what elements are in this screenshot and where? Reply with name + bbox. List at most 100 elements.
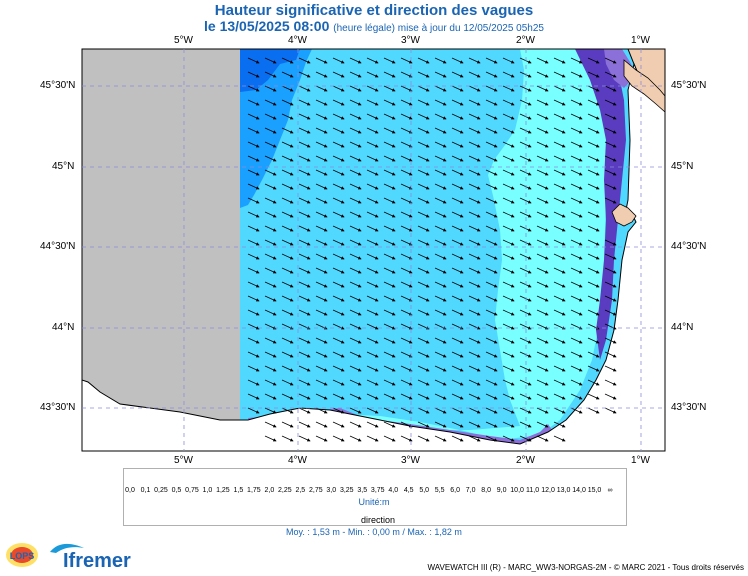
lat-label-right-4430n: 44°30'N [671,241,707,252]
credit-line: WAVEWATCH III (R) - MARC_WW3-NORGAS-2M -… [427,563,744,572]
wave-direction-arrow [485,225,498,232]
wave-direction-arrow [332,309,345,316]
wave-direction-arrow [281,197,294,204]
wave-direction-arrow [502,85,515,92]
wave-direction-arrow [264,407,277,414]
wave-direction-arrow [604,267,617,274]
wave-direction-arrow [434,211,447,218]
wave-direction-arrow [604,309,617,316]
wave-direction-arrow [315,337,328,344]
wave-direction-arrow [553,239,566,246]
wave-direction-arrow [366,421,379,428]
wave-direction-arrow [400,267,413,274]
wave-direction-arrow [400,57,413,64]
wave-direction-arrow [383,435,396,442]
wave-direction-arrow [519,127,532,134]
wave-direction-arrow [485,85,498,92]
wave-direction-arrow [451,239,464,246]
wave-direction-arrow [332,365,345,372]
wave-direction-arrow [281,365,294,372]
wave-direction-arrow [502,225,515,232]
wave-direction-arrow [417,99,430,106]
wave-direction-arrow [247,337,260,344]
wave-direction-arrow [400,295,413,302]
wave-direction-arrow [417,281,430,288]
wave-direction-arrow [400,155,413,162]
colorbar-tick-label: 3,0 [326,487,337,494]
wave-direction-arrow [468,155,481,162]
wave-direction-arrow [247,127,260,134]
wave-direction-arrow [519,113,532,120]
wave-direction-arrow [570,309,583,316]
wave-direction-arrow [281,113,294,120]
wave-direction-arrow [349,295,362,302]
unit-label: Unité:m [358,497,390,507]
wave-direction-arrow [434,379,447,386]
wave-direction-arrow [434,309,447,316]
wave-direction-arrow [264,141,277,148]
wave-direction-arrow [434,113,447,120]
wave-direction-arrow [553,337,566,344]
wave-direction-arrow [434,421,447,428]
wave-direction-arrow [451,71,464,78]
wave-direction-arrow [417,435,430,442]
wave-direction-arrow [417,253,430,260]
colorbar-tick-label: ∞ [607,487,613,494]
wave-direction-arrow [451,127,464,134]
wave-direction-arrow [570,267,583,274]
wave-direction-arrow [349,225,362,232]
wave-direction-arrow [417,393,430,400]
wave-direction-arrow [553,421,566,428]
wave-direction-arrow [587,141,600,148]
wave-direction-arrow [485,239,498,246]
wave-direction-arrow [383,323,396,330]
wave-direction-arrow [502,281,515,288]
wave-direction-arrow [247,85,260,92]
wave-direction-arrow [536,113,549,120]
wave-direction-arrow [400,365,413,372]
wave-direction-arrow [553,309,566,316]
lat-label-right-4530n: 45°30'N [671,80,707,91]
wave-direction-arrow [417,169,430,176]
wave-direction-arrow [553,365,566,372]
wave-direction-arrow [315,71,328,78]
wave-direction-arrow [366,267,379,274]
wave-direction-arrow [383,85,396,92]
wave-direction-arrow [332,267,345,274]
wave-direction-arrow [281,183,294,190]
wave-direction-arrow [536,127,549,134]
wave-direction-arrow [434,407,447,414]
wave-direction-arrow [502,169,515,176]
wave-direction-arrow [383,295,396,302]
wave-direction-arrow [366,239,379,246]
wave-direction-arrow [349,253,362,260]
wave-direction-arrow [332,337,345,344]
wave-direction-arrow [604,99,617,106]
wave-direction-arrow [417,155,430,162]
wave-direction-arrow [468,57,481,64]
wave-zone-1m [575,49,626,360]
wave-direction-arrow [349,183,362,190]
wave-direction-arrow [349,211,362,218]
wave-direction-arrow [536,141,549,148]
wave-direction-arrow [281,211,294,218]
wave-direction-arrow [298,337,311,344]
wave-direction-arrow [366,393,379,400]
wave-direction-arrow [485,435,498,442]
wave-direction-arrow [264,113,277,120]
forecast-date: le 13/05/2025 08:00 [204,18,330,34]
wave-direction-arrow [519,71,532,78]
wave-direction-arrow [366,253,379,260]
wave-direction-arrow [298,169,311,176]
wave-direction-arrow [536,85,549,92]
wave-direction-arrow [349,127,362,134]
wave-direction-arrow [315,309,328,316]
wave-direction-arrow [553,113,566,120]
wave-direction-arrow [400,85,413,92]
wave-direction-arrow [485,309,498,316]
wave-direction-arrow [451,141,464,148]
wave-direction-arrow [604,239,617,246]
colorbar-tick-label: 7,0 [465,487,476,494]
wave-direction-arrow [349,421,362,428]
wave-direction-arrow [247,71,260,78]
